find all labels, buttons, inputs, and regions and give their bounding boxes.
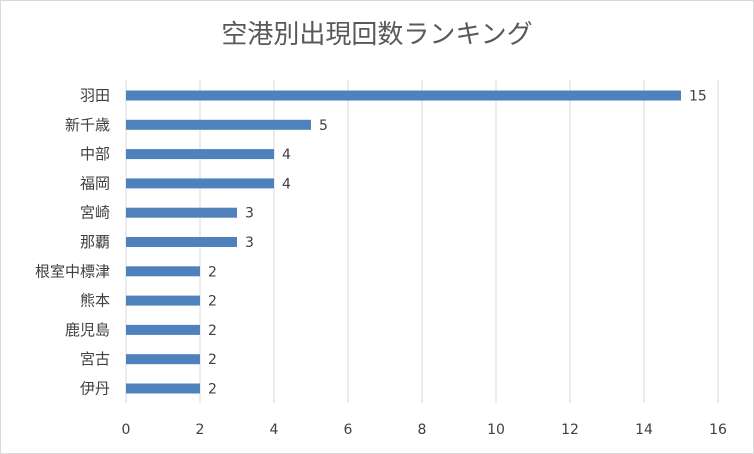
bar — [126, 149, 274, 160]
data-label: 4 — [282, 176, 291, 192]
category-label: 熊本 — [80, 292, 110, 310]
data-label: 2 — [208, 352, 217, 368]
category-label: 新千歳 — [65, 116, 110, 134]
bar — [126, 354, 200, 365]
bar — [126, 207, 237, 218]
data-label: 2 — [208, 382, 217, 398]
category-label: 中部 — [80, 145, 110, 163]
data-label: 2 — [208, 323, 217, 339]
category-label: 根室中標津 — [35, 262, 110, 280]
category-label: 伊丹 — [80, 380, 110, 398]
bar — [126, 383, 200, 394]
x-tick-label: 2 — [196, 422, 205, 438]
value-axis-labels: 0 2 4 6 8 10 12 14 16 — [122, 422, 727, 438]
x-tick-label: 0 — [122, 422, 131, 438]
x-tick-label: 14 — [635, 422, 653, 438]
data-label: 3 — [245, 235, 254, 251]
category-label: 福岡 — [80, 174, 110, 192]
x-tick-label: 16 — [709, 422, 727, 438]
category-label: 那覇 — [80, 233, 110, 251]
data-labels: 15 5 4 4 3 3 2 2 2 2 2 — [208, 89, 707, 398]
category-label: 羽田 — [80, 87, 110, 105]
data-label: 15 — [689, 89, 707, 105]
bar — [126, 295, 200, 306]
data-label: 2 — [208, 264, 217, 280]
gridlines — [125, 80, 719, 403]
data-label: 3 — [245, 206, 254, 222]
bar — [126, 324, 200, 335]
bars — [126, 90, 681, 394]
x-tick-label: 12 — [561, 422, 579, 438]
bar — [126, 266, 200, 277]
category-label: 宮崎 — [80, 204, 110, 222]
chart-title: 空港別出現回数ランキング — [221, 20, 533, 50]
bar — [126, 90, 681, 101]
data-label: 5 — [319, 118, 328, 134]
x-tick-label: 6 — [344, 422, 353, 438]
category-label: 宮古 — [80, 350, 110, 368]
bar — [126, 178, 274, 189]
x-tick-label: 8 — [418, 422, 427, 438]
category-label: 鹿児島 — [65, 321, 110, 339]
data-label: 2 — [208, 294, 217, 310]
data-label: 4 — [282, 147, 291, 163]
bar — [126, 237, 237, 247]
bar — [126, 119, 311, 130]
x-tick-label: 10 — [487, 422, 505, 438]
x-tick-label: 4 — [270, 422, 279, 438]
